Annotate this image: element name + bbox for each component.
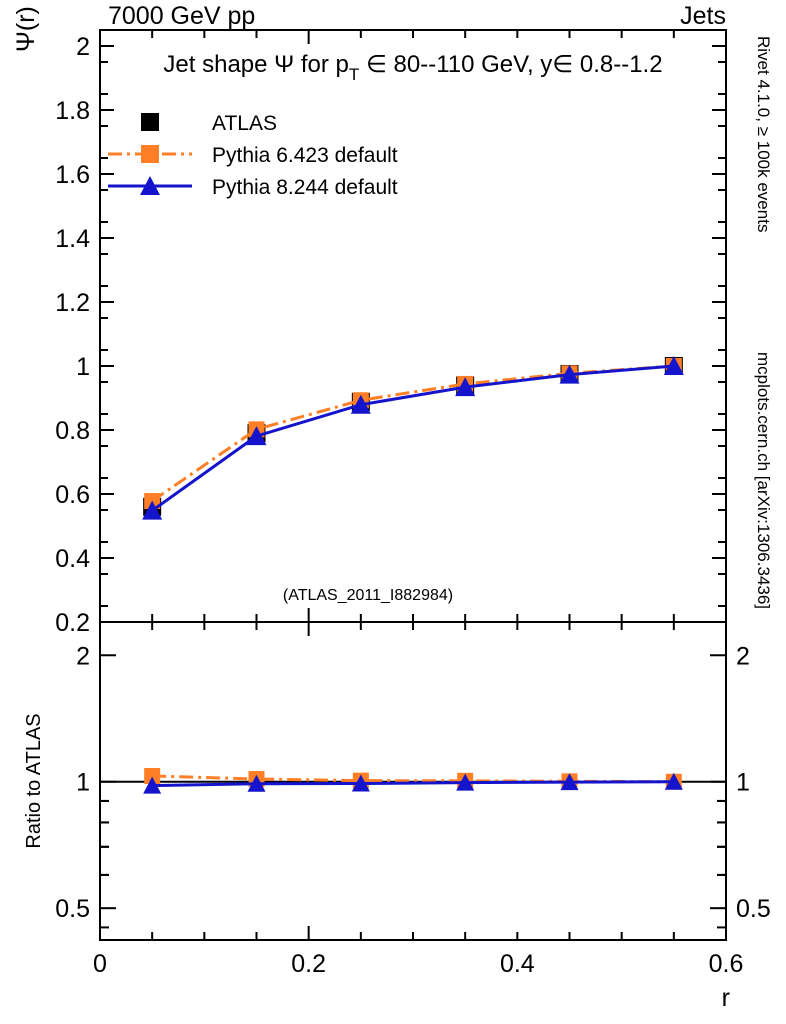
y-tick-label: 1.4 bbox=[55, 225, 90, 253]
series-line-pythia-8-244-default bbox=[151, 364, 674, 512]
y-tick-label: 1.8 bbox=[55, 97, 90, 125]
ratio-data-point bbox=[560, 773, 579, 791]
data-point bbox=[246, 426, 267, 446]
plot-title: Jet shape Ψ for pT ∈ 80--110 GeV, y∈ 0.8… bbox=[163, 51, 662, 84]
data-point bbox=[455, 377, 476, 397]
x-tick-label: 0.6 bbox=[709, 950, 744, 978]
data-point bbox=[350, 394, 371, 414]
legend-label-2: Pythia 8.244 default bbox=[212, 176, 398, 199]
side-label-mcplots: mcplots.cern.ch [arXiv:1306.3436] bbox=[754, 352, 773, 609]
ratio-data-point bbox=[351, 774, 370, 792]
y-tick-label: 0.6 bbox=[55, 481, 90, 509]
legend-label-0: ATLAS bbox=[212, 112, 277, 135]
ratio-y-tick-label: 0.5 bbox=[55, 895, 90, 923]
ratio-y-axis-label: Ratio to ATLAS bbox=[23, 713, 45, 848]
ratio-y-tick-label-right: 1 bbox=[736, 769, 750, 797]
main-y-axis-label: Ψ(r) bbox=[12, 6, 40, 52]
data-point bbox=[559, 364, 580, 384]
y-tick-label: 1.2 bbox=[55, 289, 90, 317]
ratio-y-tick-label-right: 2 bbox=[736, 642, 750, 670]
data-point bbox=[663, 356, 684, 375]
x-axis-label: r bbox=[722, 984, 730, 1012]
x-tick-label: 0.4 bbox=[500, 950, 535, 978]
main-panel-frame bbox=[99, 29, 727, 623]
ratio-data-point bbox=[456, 773, 475, 791]
ratio-data-point bbox=[143, 776, 162, 794]
y-tick-label: 2 bbox=[76, 33, 90, 61]
dataset-watermark: (ATLAS_2011_I882984) bbox=[283, 587, 453, 604]
ratio-data-point bbox=[144, 767, 161, 784]
data-point bbox=[142, 500, 163, 520]
y-tick-label: 1 bbox=[76, 353, 90, 381]
y-tick-label: 0.2 bbox=[55, 609, 90, 637]
legend-marker-1 bbox=[141, 145, 159, 163]
x-tick-label: 0 bbox=[93, 950, 107, 978]
y-tick-label: 0.4 bbox=[55, 545, 90, 573]
side-label-rivet: Rivet 4.1.0, ≥ 100k events bbox=[754, 36, 773, 232]
ratio-data-point bbox=[247, 774, 266, 792]
legend-label-1: Pythia 6.423 default bbox=[212, 144, 398, 167]
header-left: 7000 GeV pp bbox=[108, 2, 255, 30]
x-tick-label: 0.2 bbox=[291, 950, 326, 978]
ratio-data-point bbox=[664, 772, 683, 790]
ratio-y-tick-label-right: 0.5 bbox=[736, 895, 771, 923]
y-tick-label: 1.6 bbox=[55, 161, 90, 189]
series-line-pythia-6-423-default bbox=[151, 364, 674, 503]
legend-marker-0 bbox=[141, 113, 159, 131]
ratio-y-tick-label: 2 bbox=[76, 642, 90, 670]
legend-marker-2 bbox=[140, 176, 160, 195]
header-right: Jets bbox=[680, 2, 726, 30]
ratio-y-tick-label: 1 bbox=[76, 769, 90, 797]
ratio-series-line bbox=[152, 780, 674, 788]
y-tick-label: 0.8 bbox=[55, 417, 90, 445]
